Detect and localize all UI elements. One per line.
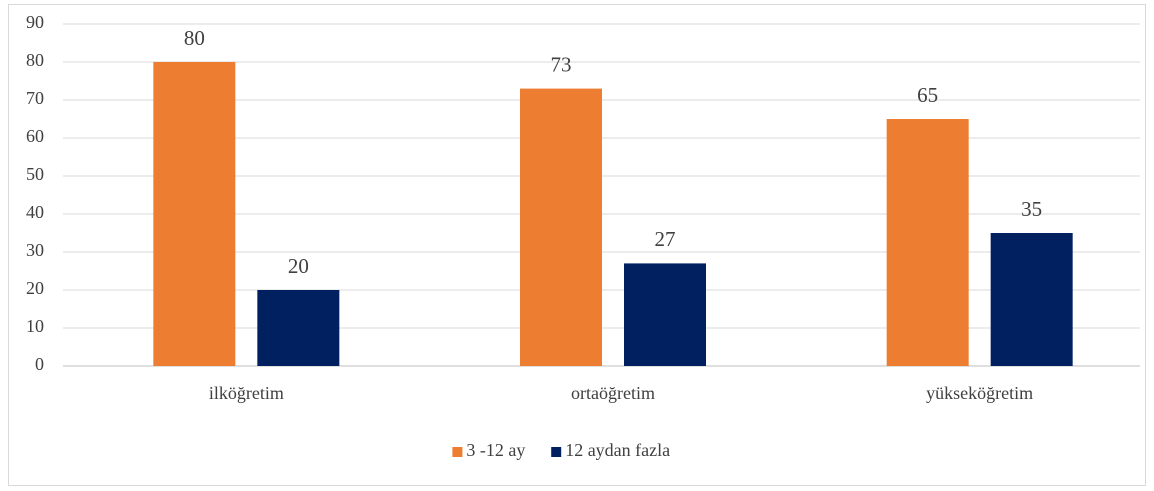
x-tick-label: ortaöğretim [571,383,655,403]
bar [624,263,706,366]
y-tick-label: 90 [26,12,44,32]
legend-swatch [551,447,562,457]
data-label: 27 [655,227,676,251]
legend-swatch [452,447,463,457]
legend-label: 3 -12 ay [466,440,525,460]
y-tick-label: 50 [26,164,44,184]
data-label: 35 [1021,197,1042,221]
legend-label: 12 aydan fazla [565,440,670,460]
y-tick-label: 40 [26,202,44,222]
bar [520,88,602,366]
y-tick-label: 20 [26,278,44,298]
bar [990,233,1073,366]
y-tick-label: 30 [26,240,44,260]
y-tick-label: 60 [26,126,44,146]
bar [257,290,340,366]
data-label: 20 [288,254,309,278]
x-tick-label: ilköğretim [209,383,284,403]
bar [153,62,236,366]
data-label: 80 [184,26,205,50]
y-tick-label: 80 [26,50,44,70]
x-tick-label: yükseköğretim [926,383,1033,403]
data-label: 73 [551,52,572,76]
y-tick-label: 0 [35,354,44,374]
data-label: 65 [917,83,938,107]
bar [886,119,969,366]
y-tick-label: 10 [26,316,44,336]
y-tick-label: 70 [26,88,44,108]
